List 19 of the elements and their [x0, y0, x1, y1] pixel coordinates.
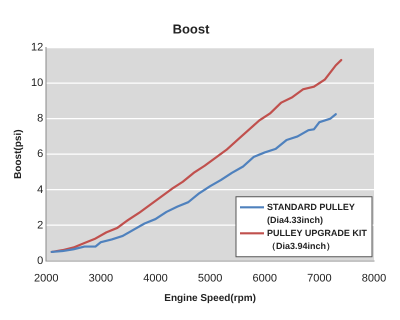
legend-label: PULLEY UPGRADE KIT （Dia3.94inch） [266, 228, 368, 251]
y-tick-label: 10 [30, 77, 44, 90]
x-tick-label: 6000 [252, 272, 277, 284]
x-tick-label: 5000 [198, 272, 222, 284]
x-tick-label: 8000 [362, 272, 386, 284]
y-tick-label: 12 [30, 42, 44, 54]
y-tick-label: 4 [37, 184, 44, 196]
y-tick-label: 2 [37, 219, 44, 232]
chart-title: Boost [172, 21, 210, 36]
x-tick-label: 7000 [307, 272, 332, 284]
x-tick-label: 4000 [143, 272, 168, 284]
y-tick-label: 0 [37, 254, 44, 267]
x-axis-title: Engine Speed(rpm) [164, 292, 256, 304]
x-tick-label: 2000 [34, 272, 58, 284]
y-tick-label: 6 [37, 148, 44, 160]
legend-label: STANDARD PULLEY (Dia4.33inch) [266, 202, 355, 225]
x-tick-label: 3000 [88, 272, 114, 284]
y-axis-title: Boost(psi) [12, 129, 24, 179]
y-tick-label: 8 [37, 112, 44, 125]
